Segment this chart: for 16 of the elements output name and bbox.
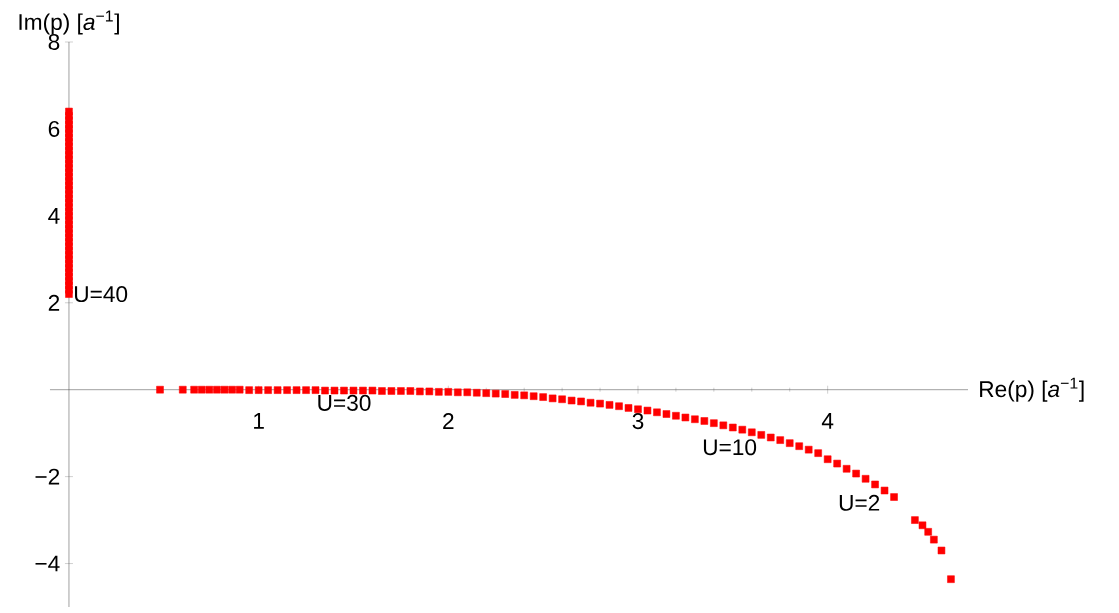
annotation: U=10 <box>703 439 757 456</box>
annotation: U=2 <box>839 494 880 511</box>
y-tick-label: 2 <box>48 294 60 311</box>
y-tick-label: −4 <box>35 555 60 572</box>
x-tick-label: 4 <box>821 413 834 429</box>
y-tick-label: −2 <box>35 468 60 485</box>
x-tick-label: 3 <box>632 413 644 430</box>
y-tick-label: 6 <box>48 120 60 137</box>
x-axis-title: Re(p) [a$^{−1}$] <box>980 377 1084 402</box>
x-tick-label: 1 <box>254 413 264 429</box>
y-tick-label: 4 <box>48 208 60 224</box>
x-tick-label: 2 <box>443 413 454 429</box>
y-axis-title: Im(p) [a$^{−1}$] <box>19 10 119 35</box>
annotation: U=40 <box>74 286 128 303</box>
y-tick-label: 8 <box>48 33 60 51</box>
annotation: U=30 <box>318 394 371 411</box>
